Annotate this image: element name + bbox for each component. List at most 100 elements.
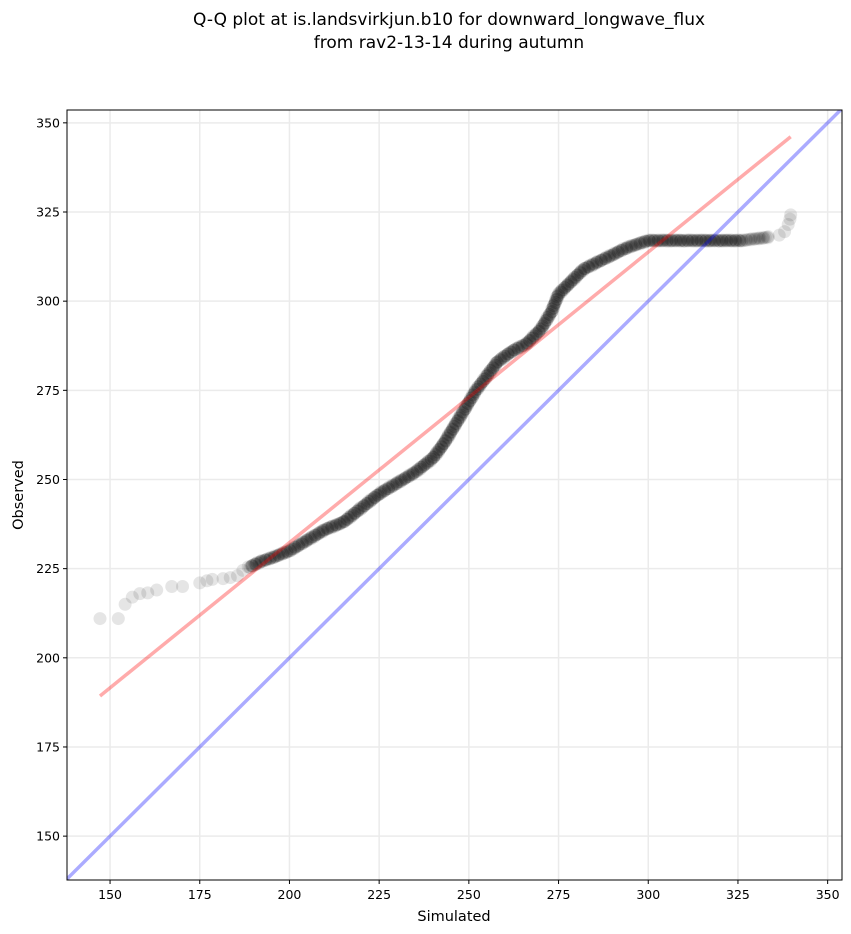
qq-point bbox=[673, 234, 687, 248]
qq-point bbox=[642, 234, 656, 248]
qq-point bbox=[686, 233, 700, 247]
qq-point bbox=[281, 545, 295, 559]
qq-point bbox=[367, 490, 381, 504]
qq-point bbox=[571, 267, 585, 281]
qq-point bbox=[564, 274, 578, 288]
chart-title-line1: Q-Q plot at is.landsvirkjun.b10 for down… bbox=[193, 10, 705, 30]
qq-point bbox=[486, 361, 500, 375]
qq-point bbox=[633, 237, 647, 251]
qq-point bbox=[615, 243, 629, 257]
qq-point bbox=[479, 371, 493, 385]
qq-point bbox=[491, 354, 505, 368]
qq-point bbox=[278, 546, 292, 560]
qq-point bbox=[351, 503, 365, 517]
reference-lines bbox=[67, 110, 842, 880]
qq-point bbox=[499, 349, 513, 363]
qq-point bbox=[348, 506, 362, 520]
qq-point bbox=[645, 233, 659, 247]
qq-point bbox=[595, 253, 609, 267]
qq-point bbox=[502, 346, 516, 360]
qq-point bbox=[468, 385, 482, 399]
qq-point bbox=[526, 329, 540, 343]
qq-point bbox=[332, 516, 346, 530]
qq-point bbox=[538, 316, 552, 330]
qq-point bbox=[329, 518, 343, 532]
qq-point bbox=[427, 451, 441, 465]
qq-point bbox=[359, 497, 373, 511]
qq-point bbox=[439, 434, 453, 448]
qq-point bbox=[505, 345, 519, 359]
qq-point bbox=[585, 259, 599, 273]
qq-point bbox=[598, 252, 612, 266]
qq-point bbox=[333, 517, 347, 531]
qq-point bbox=[205, 572, 219, 586]
qq-point bbox=[385, 478, 399, 492]
qq-point bbox=[410, 463, 424, 477]
qq-point bbox=[223, 571, 237, 585]
qq-point bbox=[758, 230, 772, 244]
qq-point bbox=[428, 448, 442, 462]
qq-point bbox=[647, 233, 661, 247]
qq-point bbox=[569, 270, 583, 284]
qq-point bbox=[551, 288, 565, 302]
qq-point bbox=[703, 233, 717, 247]
qq-point bbox=[451, 413, 465, 427]
qq-point bbox=[559, 280, 573, 294]
qq-point bbox=[323, 520, 337, 534]
qq-point bbox=[761, 231, 775, 245]
qq-point bbox=[677, 233, 691, 247]
qq-point bbox=[748, 232, 762, 246]
qq-point bbox=[729, 234, 743, 248]
y-tick-label: 350 bbox=[36, 115, 60, 130]
qq-point bbox=[254, 554, 268, 568]
qq-point bbox=[530, 327, 544, 341]
qq-point bbox=[404, 468, 418, 482]
qq-point bbox=[272, 548, 286, 562]
qq-point bbox=[524, 331, 538, 345]
qq-point bbox=[434, 440, 448, 454]
qq-point bbox=[744, 233, 758, 247]
qq-point bbox=[690, 233, 704, 247]
qq-point bbox=[498, 349, 512, 363]
qq-point bbox=[529, 326, 543, 340]
qq-point bbox=[441, 428, 455, 442]
qq-point bbox=[326, 519, 340, 533]
qq-point bbox=[622, 240, 636, 254]
scatter-points bbox=[93, 208, 798, 626]
qq-point bbox=[647, 234, 661, 248]
qq-point bbox=[511, 342, 525, 356]
qq-point bbox=[437, 436, 451, 450]
qq-point bbox=[581, 260, 595, 274]
qq-point bbox=[650, 234, 664, 248]
qq-point bbox=[295, 537, 309, 551]
qq-point bbox=[254, 555, 268, 569]
qq-point bbox=[269, 550, 283, 564]
qq-point bbox=[733, 234, 747, 248]
qq-point bbox=[537, 317, 551, 331]
qq-point bbox=[724, 234, 738, 248]
qq-point bbox=[665, 234, 679, 248]
qq-point bbox=[312, 525, 326, 539]
qq-point bbox=[441, 430, 455, 444]
qq-point bbox=[382, 482, 396, 496]
qq-point bbox=[611, 245, 625, 259]
qq-point bbox=[421, 456, 435, 470]
qq-point bbox=[706, 233, 720, 247]
qq-point bbox=[312, 527, 326, 541]
x-tick-label: 200 bbox=[278, 887, 302, 902]
qq-point bbox=[574, 265, 588, 279]
qq-point bbox=[735, 234, 749, 248]
qq-point bbox=[490, 356, 504, 370]
qq-point bbox=[466, 388, 480, 402]
qq-point bbox=[165, 579, 179, 593]
qq-point bbox=[739, 232, 753, 246]
qq-point bbox=[399, 470, 413, 484]
qq-point bbox=[638, 235, 652, 249]
qq-point bbox=[783, 212, 797, 226]
qq-point bbox=[522, 334, 536, 348]
qq-point bbox=[658, 233, 672, 247]
qq-point bbox=[248, 557, 262, 571]
qq-point bbox=[448, 416, 462, 430]
qq-point bbox=[290, 539, 304, 553]
qq-point bbox=[133, 587, 147, 601]
